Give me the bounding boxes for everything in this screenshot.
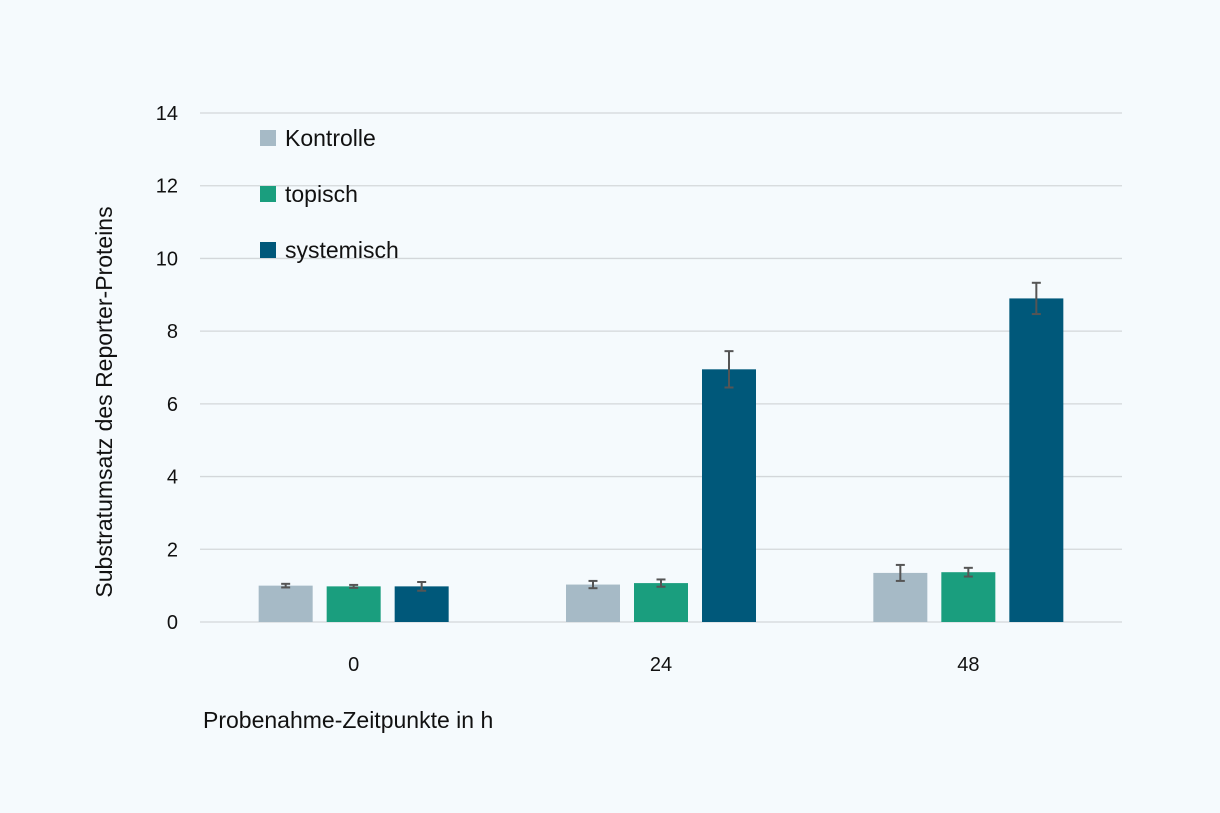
- y-tick-label: 4: [167, 467, 178, 489]
- x-tick-label: 48: [957, 654, 979, 676]
- legend-swatch-systemisch: [260, 242, 276, 258]
- bar-systemisch-48: [1009, 298, 1064, 622]
- legend-label-systemisch: systemisch: [285, 237, 399, 263]
- legend-swatch-topisch: [260, 186, 276, 202]
- y-tick-label: 10: [156, 248, 178, 270]
- x-tick-label: 24: [650, 654, 672, 676]
- bar-kontrolle-0: [258, 585, 313, 622]
- y-axis-ticks: 0 2 4 6 8 10 12 14: [156, 103, 178, 634]
- x-tick-label: 0: [348, 654, 359, 676]
- y-tick-label: 8: [167, 321, 178, 343]
- legend: Kontrolle topisch systemisch: [260, 125, 399, 263]
- error-bar-systemisch-48: [1031, 281, 1041, 316]
- bar-topisch-0: [326, 586, 381, 622]
- error-bar-systemisch-0: [417, 581, 427, 592]
- error-bar-kontrolle-24: [588, 579, 598, 590]
- y-tick-label: 2: [167, 539, 178, 561]
- legend-swatch-kontrolle: [260, 130, 276, 146]
- y-tick-label: 14: [156, 103, 178, 125]
- bar-systemisch-24: [702, 369, 756, 622]
- legend-label-kontrolle: Kontrolle: [285, 125, 376, 151]
- bar-topisch-48: [941, 572, 996, 622]
- x-axis-title: Probenahme-Zeitpunkte in h: [203, 707, 493, 733]
- bar-kontrolle-24: [566, 584, 620, 622]
- error-bar-kontrolle-48: [895, 563, 905, 582]
- y-axis-title: Substratumsatz des Reporter-Proteins: [91, 206, 117, 597]
- error-bar-topisch-24: [656, 578, 666, 588]
- y-tick-label: 6: [167, 394, 178, 416]
- error-bar-topisch-0: [349, 583, 359, 589]
- error-bars: [281, 281, 1041, 592]
- error-bar-systemisch-24: [724, 350, 734, 389]
- error-bar-kontrolle-0: [281, 582, 291, 589]
- y-tick-label: 0: [167, 612, 178, 634]
- bar-systemisch-0: [394, 586, 449, 622]
- bar-topisch-24: [634, 583, 688, 622]
- x-axis-ticks: 0 24 48: [348, 654, 979, 676]
- legend-label-topisch: topisch: [285, 181, 358, 207]
- bars: [258, 298, 1064, 622]
- y-tick-label: 12: [156, 176, 178, 198]
- error-bar-topisch-48: [963, 566, 973, 578]
- gridlines: [200, 112, 1122, 623]
